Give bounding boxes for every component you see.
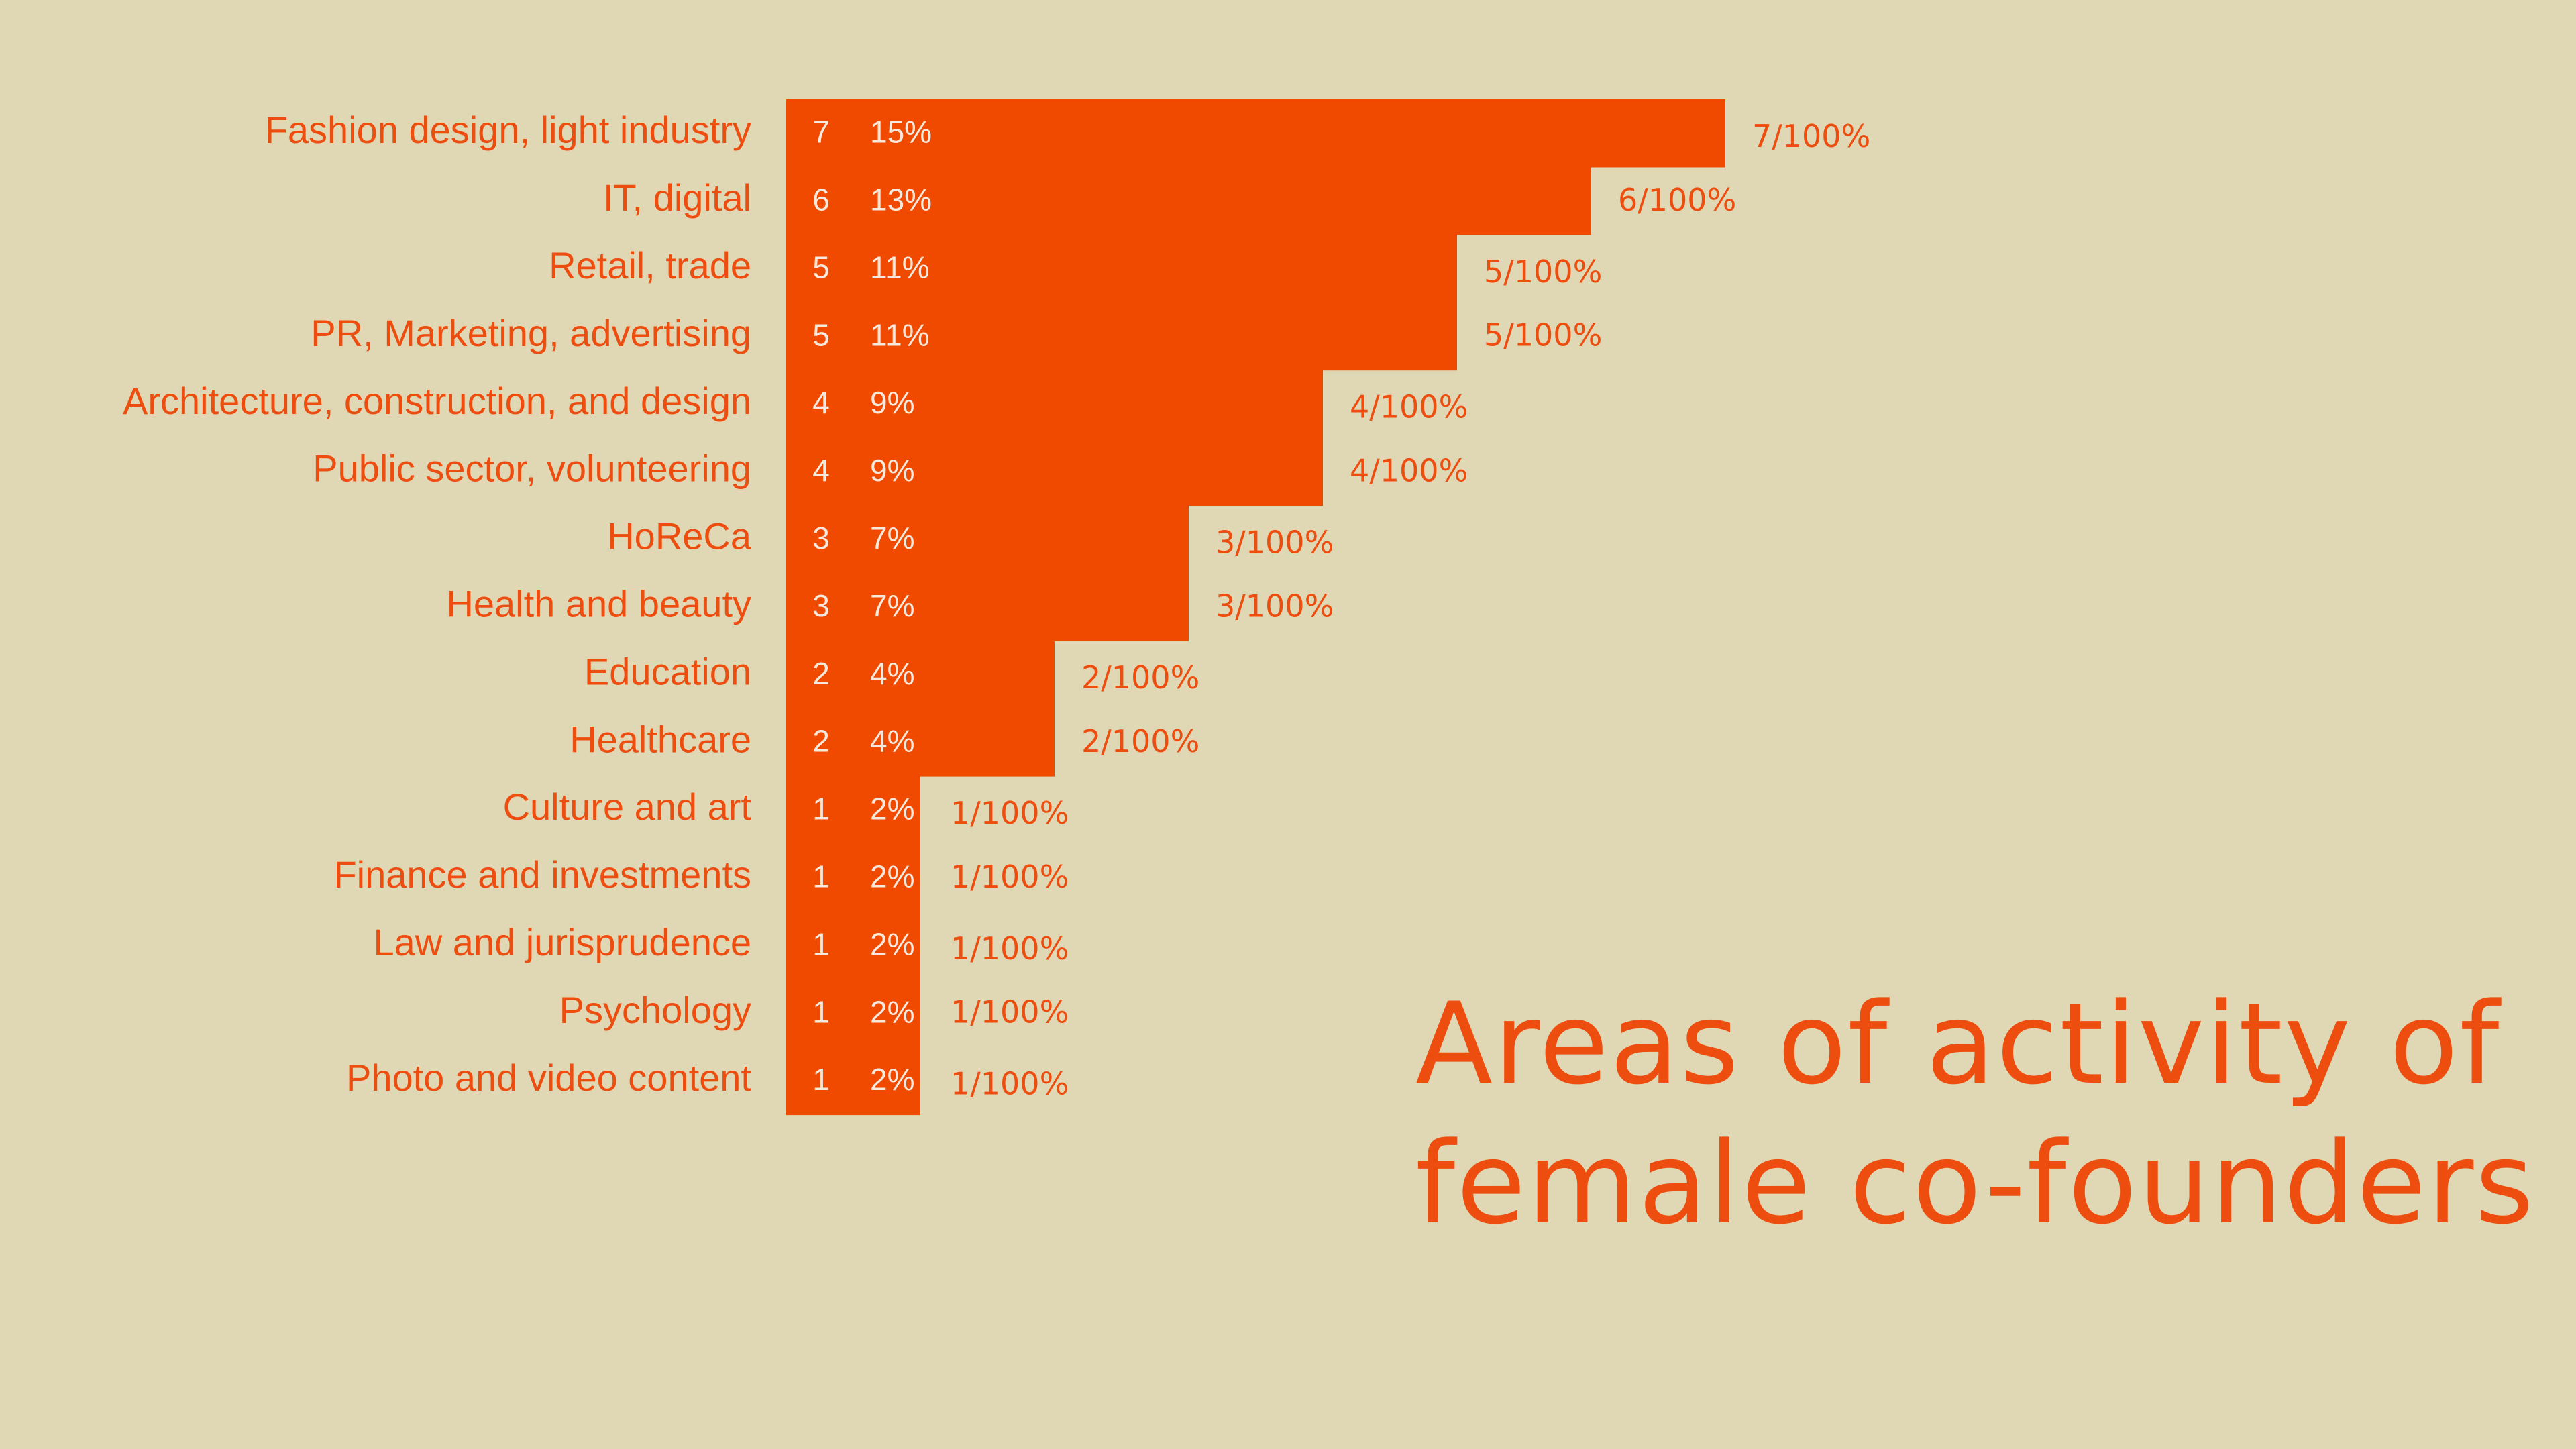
bar-2 xyxy=(786,234,1457,303)
value-label: 1 xyxy=(812,1062,830,1097)
percent-label: 15% xyxy=(870,115,932,150)
percent-label: 2% xyxy=(870,1062,914,1097)
percent-label: 7% xyxy=(870,588,914,623)
ratio-label: 3/100% xyxy=(1216,588,1334,624)
ratio-label: 1/100% xyxy=(951,795,1069,831)
ratio-label: 5/100% xyxy=(1484,317,1602,354)
bar-11 xyxy=(786,843,920,912)
bar-0 xyxy=(786,99,1725,168)
labels-group: Fashion design, light industry 7 15% 7/100%… xyxy=(123,109,1870,1102)
bar-8 xyxy=(786,641,1055,709)
value-label: 4 xyxy=(812,453,830,488)
percent-label: 4% xyxy=(870,724,914,759)
ratio-label: 1/100% xyxy=(951,1066,1069,1102)
percent-label: 2% xyxy=(870,926,914,961)
bar-4 xyxy=(786,370,1323,439)
category-label: Health and beauty xyxy=(446,583,751,625)
category-label: Culture and art xyxy=(503,786,752,828)
percent-label: 13% xyxy=(870,182,932,217)
category-label: Healthcare xyxy=(570,718,751,760)
ratio-label: 5/100% xyxy=(1484,254,1602,290)
value-label: 1 xyxy=(812,994,830,1029)
ratio-label: 6/100% xyxy=(1618,182,1736,218)
ratio-label: 4/100% xyxy=(1350,389,1468,425)
bar-9 xyxy=(786,708,1055,777)
percent-label: 2% xyxy=(870,792,914,826)
value-label: 1 xyxy=(812,792,830,826)
bar-5 xyxy=(786,437,1323,506)
value-label: 1 xyxy=(812,859,830,894)
value-label: 1 xyxy=(812,926,830,961)
category-label: Psychology xyxy=(559,989,751,1031)
percent-label: 7% xyxy=(870,521,914,555)
value-label: 3 xyxy=(812,521,830,555)
category-label: Fashion design, light industry xyxy=(265,109,751,151)
ratio-label: 1/100% xyxy=(951,859,1069,895)
category-label: Photo and video content xyxy=(346,1057,751,1099)
category-label: HoReCa xyxy=(607,515,752,557)
category-label: Public sector, volunteering xyxy=(313,447,751,490)
category-label: PR, Marketing, advertising xyxy=(311,312,751,354)
bar-7 xyxy=(786,573,1189,641)
bar-6 xyxy=(786,505,1189,574)
ratio-label: 2/100% xyxy=(1081,723,1199,759)
category-label: IT, digital xyxy=(603,176,751,219)
percent-label: 9% xyxy=(870,453,914,488)
value-label: 2 xyxy=(812,724,830,759)
ratio-label: 7/100% xyxy=(1752,118,1870,154)
value-label: 5 xyxy=(812,250,830,284)
bar-3 xyxy=(786,302,1457,371)
bar-14 xyxy=(786,1046,920,1116)
chart-title: Areas of activity of female co-founders xyxy=(1415,978,2535,1250)
value-label: 4 xyxy=(812,385,830,420)
bar-1 xyxy=(786,166,1591,235)
bar-12 xyxy=(786,911,920,980)
percent-label: 9% xyxy=(870,385,914,420)
value-label: 3 xyxy=(812,588,830,623)
value-label: 5 xyxy=(812,317,830,352)
ratio-label: 3/100% xyxy=(1216,524,1334,560)
category-label: Law and jurisprudence xyxy=(374,921,751,963)
bars-group xyxy=(786,99,1725,1116)
category-label: Retail, trade xyxy=(549,244,751,286)
ratio-label: 1/100% xyxy=(951,994,1069,1030)
bar-13 xyxy=(786,979,920,1048)
value-label: 6 xyxy=(812,182,830,217)
ratio-label: 2/100% xyxy=(1081,659,1199,696)
bar-10 xyxy=(786,776,920,845)
percent-label: 11% xyxy=(870,250,930,284)
category-label: Architecture, construction, and design xyxy=(123,380,751,422)
ratio-label: 1/100% xyxy=(951,930,1069,967)
category-label: Finance and investments xyxy=(333,853,751,896)
percent-label: 4% xyxy=(870,656,914,691)
value-label: 2 xyxy=(812,656,830,691)
category-label: Education xyxy=(584,650,751,692)
percent-label: 2% xyxy=(870,859,914,894)
percent-label: 11% xyxy=(870,317,930,352)
value-label: 7 xyxy=(812,115,830,150)
ratio-label: 4/100% xyxy=(1350,452,1468,488)
percent-label: 2% xyxy=(870,994,914,1029)
